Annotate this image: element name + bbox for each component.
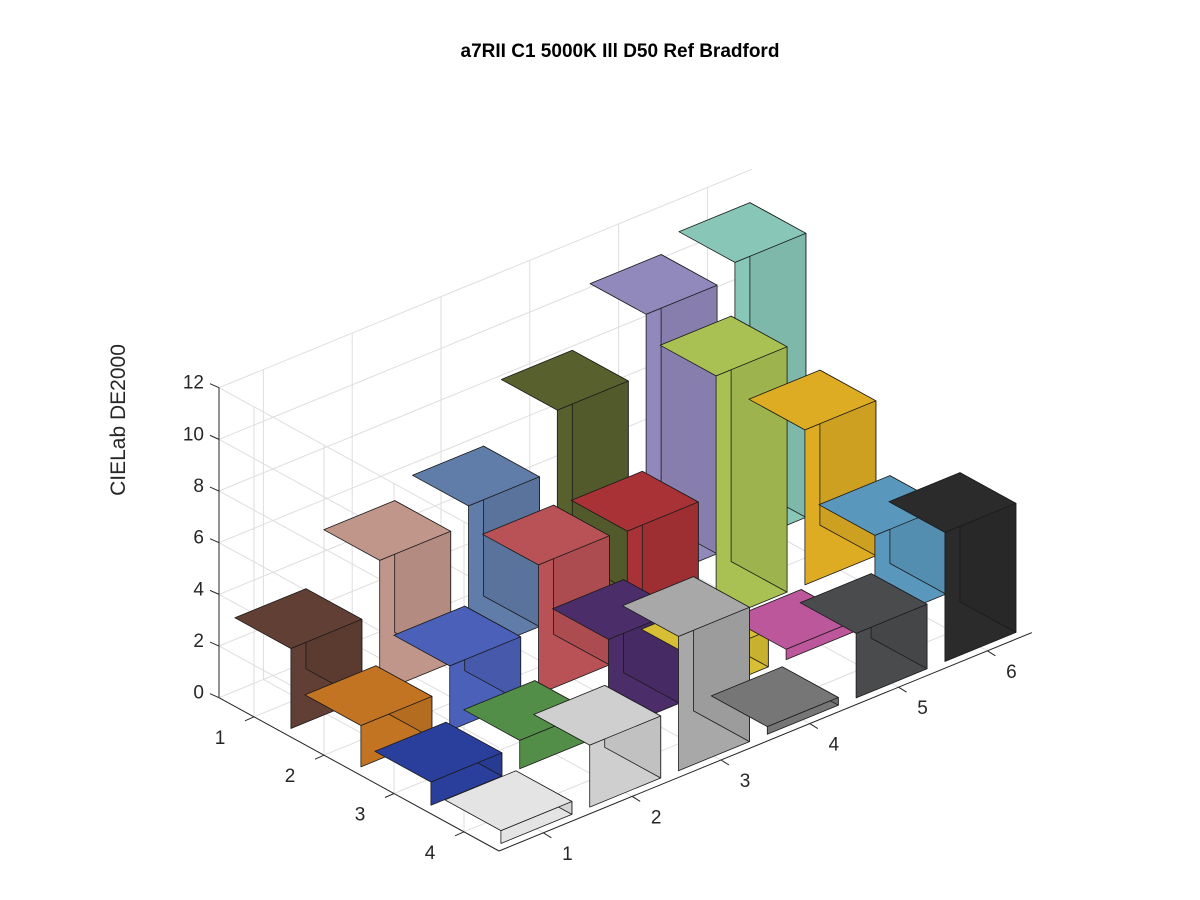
col-tick-label: 5 (917, 698, 928, 719)
bar-r4-c5 (799, 573, 928, 699)
col-tick (809, 723, 819, 730)
bar-face-top (482, 504, 610, 566)
bar-face-top (412, 445, 540, 507)
bar-face-top (500, 349, 629, 411)
bar-r2-c6 (748, 369, 877, 586)
bar-face-top (393, 605, 522, 667)
bar-face-top (888, 472, 1017, 533)
bar-face-top (659, 315, 788, 377)
z-tick-label: 6 (193, 528, 204, 549)
row-tick-label: 3 (355, 805, 366, 826)
col-axis-line (498, 632, 1032, 852)
z-tick-label: 2 (193, 631, 204, 652)
row-tick-label: 4 (425, 843, 436, 864)
z-tick (209, 693, 220, 699)
bar-face-top (622, 576, 750, 637)
bar-face-top (533, 685, 662, 746)
bar-face-top (234, 588, 363, 649)
z-tick (209, 589, 220, 595)
bar-face-top (374, 721, 503, 783)
bar-r2-c5 (659, 315, 788, 622)
col-tick-label: 4 (829, 735, 840, 756)
bar-face-top (570, 470, 699, 532)
row-tick-label: 2 (285, 766, 296, 787)
z-tick (209, 538, 220, 544)
z-tick (209, 641, 220, 647)
row-tick (244, 716, 255, 722)
bar-face-top (304, 665, 433, 726)
col-tick (898, 686, 907, 693)
z-tick (209, 434, 220, 440)
bar-face-top (589, 254, 718, 315)
z-tick-label: 8 (193, 476, 204, 497)
row-axis-line (218, 697, 500, 852)
bar-r4-c4 (710, 666, 839, 735)
col-tick-label: 3 (740, 771, 751, 792)
col-tick-label: 6 (1006, 662, 1017, 683)
col-tick-label: 1 (562, 844, 573, 865)
z-tick-label: 4 (193, 579, 204, 600)
row-tick (384, 793, 395, 798)
bar-r2-c1 (304, 665, 433, 768)
col-tick (720, 759, 730, 766)
bar-r4-c2 (533, 685, 662, 808)
z-tick (209, 383, 220, 389)
bar-face-top (444, 770, 573, 831)
bar-r2-c2 (393, 605, 522, 731)
row-tick (454, 831, 465, 837)
bar-r3-c1 (374, 721, 503, 806)
bar-face-top (323, 500, 452, 561)
z-tick-label: 0 (193, 683, 204, 704)
z-axis-label: CIELab DE2000 (107, 344, 130, 496)
col-tick (987, 650, 996, 657)
bar-r2-c3 (482, 504, 610, 695)
z-tick-label: 12 (183, 373, 204, 394)
bar-face-top (710, 666, 839, 727)
chart-title: a7RII C1 5000K Ill D50 Ref Bradford (461, 41, 780, 62)
bars-group (234, 202, 1017, 844)
row-tick (314, 754, 325, 760)
bar-r4-c6 (888, 472, 1017, 662)
bar-face-top (748, 369, 877, 431)
z-tick-label: 10 (183, 424, 204, 445)
bar-r4-c1 (444, 770, 573, 844)
col-tick (543, 832, 552, 839)
bar-face-top (678, 202, 807, 263)
col-tick (631, 795, 641, 802)
col-tick-label: 2 (651, 807, 662, 828)
row-tick-label: 1 (215, 728, 226, 749)
bar-face-top (799, 573, 928, 634)
z-tick (209, 486, 220, 492)
